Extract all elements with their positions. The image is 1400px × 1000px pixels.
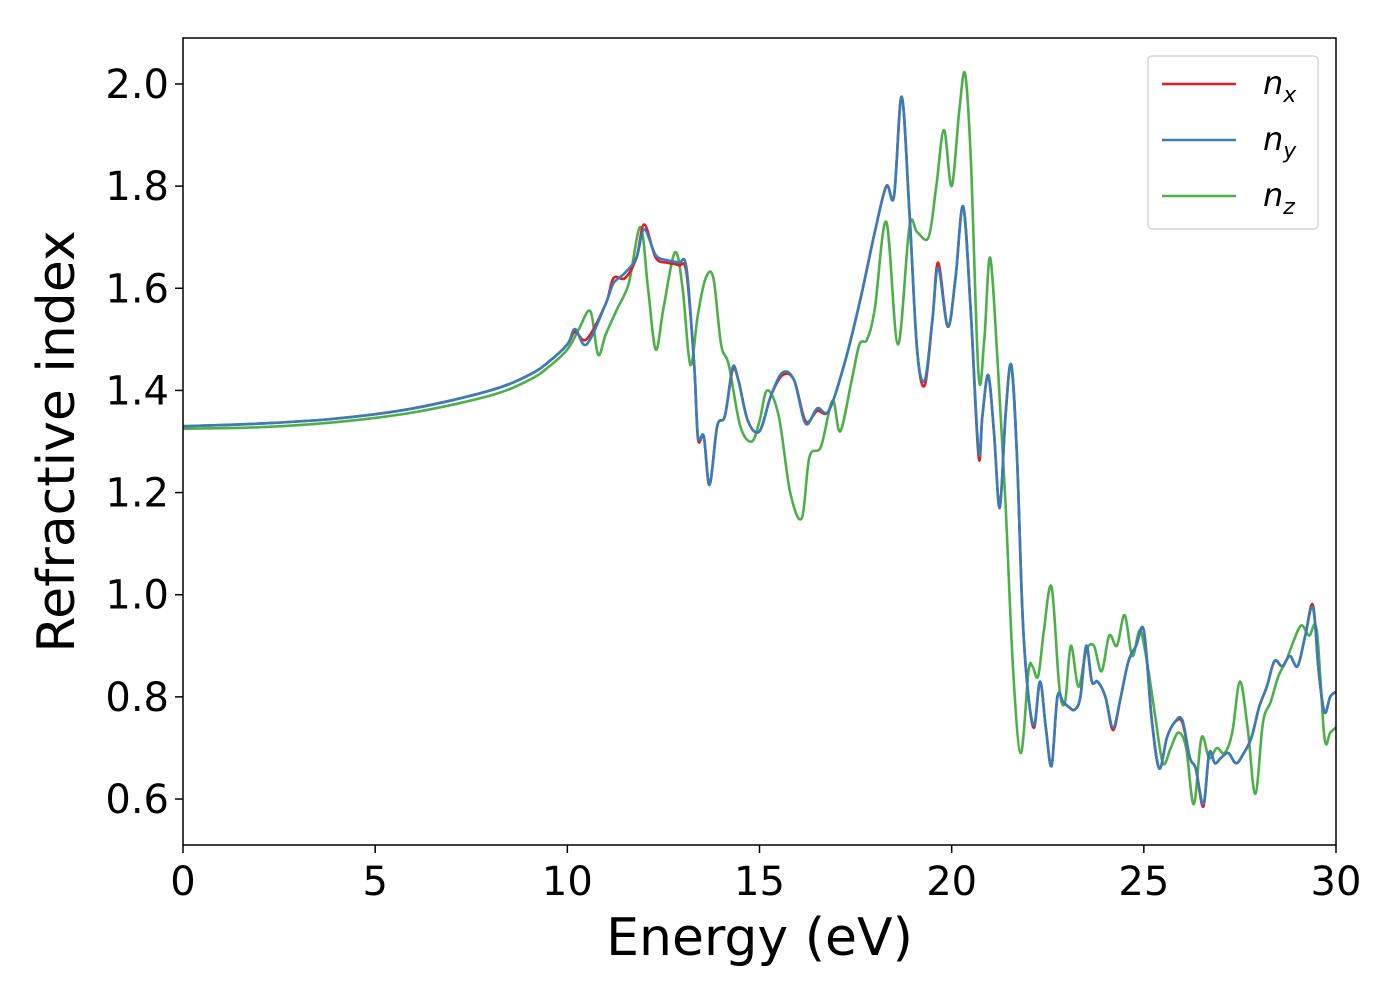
y-tick-label: 1.4	[105, 368, 169, 414]
y-tick-label: 2.0	[105, 62, 169, 108]
legend-label-n-y: ny	[1263, 120, 1297, 164]
x-axis-label: Energy (eV)	[606, 908, 913, 968]
x-tick-label: 20	[926, 859, 977, 905]
x-tick-label: 0	[170, 859, 195, 905]
legend-label-n-x: nx	[1263, 64, 1297, 108]
y-tick-label: 0.6	[105, 777, 169, 823]
series-line-n-z	[183, 70, 1336, 806]
y-tick-label: 0.8	[105, 675, 169, 721]
y-axis-ticks: 0.6 0.8 1.0 1.2 1.4 1.6 1.8 2.0	[105, 62, 183, 823]
y-axis-label: Refractive index	[27, 230, 87, 652]
x-axis-ticks: 0 5 10 15 20 25 30	[170, 845, 1361, 905]
x-tick-label: 30	[1311, 859, 1362, 905]
legend-items: nx ny nz	[1162, 64, 1297, 220]
legend: nx ny nz	[1147, 55, 1319, 230]
x-tick-label: 15	[734, 859, 785, 905]
y-tick-label: 1.6	[105, 266, 169, 312]
series-line-n-y	[183, 95, 1336, 806]
x-tick-label: 5	[362, 859, 387, 905]
legend-box	[1147, 55, 1319, 230]
x-tick-label: 25	[1118, 859, 1169, 905]
y-tick-label: 1.2	[105, 471, 169, 517]
y-tick-label: 1.0	[105, 573, 169, 619]
legend-label-n-z: nz	[1263, 176, 1295, 220]
y-tick-label: 1.8	[105, 164, 169, 210]
series-layer	[183, 70, 1336, 809]
x-tick-label: 10	[542, 859, 593, 905]
